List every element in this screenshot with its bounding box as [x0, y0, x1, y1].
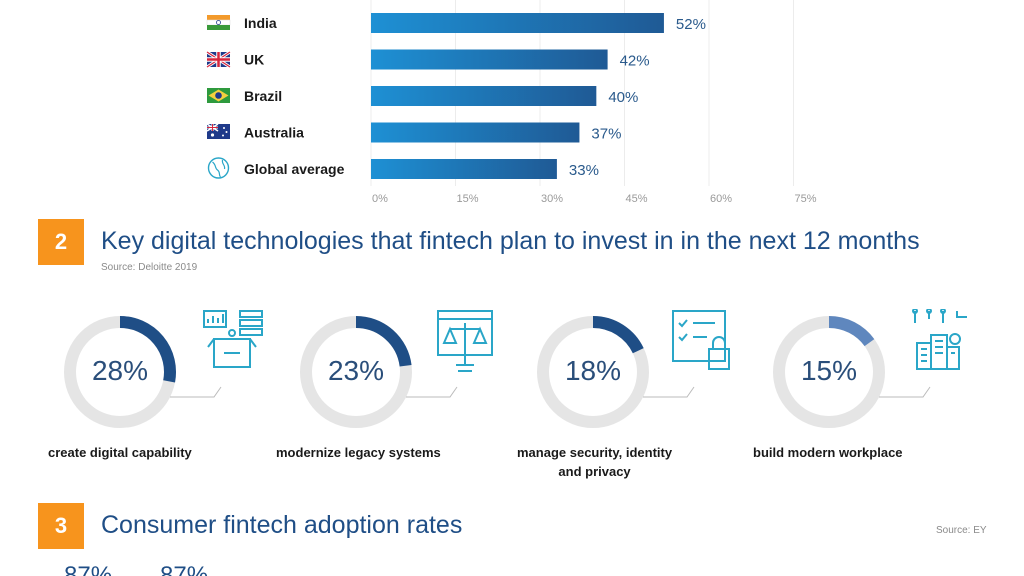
uk-flag-icon [206, 50, 231, 69]
india-flag-icon [206, 15, 231, 30]
bar-value-label: 52% [676, 16, 706, 33]
donut-value: 23% [327, 355, 385, 386]
donut-value: 28% [91, 355, 149, 386]
brazil-flag-icon [207, 88, 230, 103]
globe-icon [207, 157, 230, 179]
donut-chart [773, 316, 931, 428]
donut-caption: modernize legacy systems [276, 445, 441, 460]
connector-line [643, 386, 695, 398]
donut-caption: create digital capability [48, 445, 192, 460]
country-label: Global average [244, 161, 345, 177]
adoption-rate-partial-1: 87% [64, 562, 113, 576]
caption-line-1: manage security, identity [517, 445, 673, 460]
section-3-number-badge: 3 [38, 503, 84, 549]
donut-arc-18 [592, 316, 644, 354]
tech-card-legacy-systems: 23% modernize legacy systems [276, 305, 536, 485]
x-tick-label: 75% [795, 193, 817, 205]
x-tick-label: 15% [457, 193, 479, 205]
bar-india [371, 13, 664, 33]
bar-brazil [371, 86, 597, 106]
donut-arc-23 [355, 316, 412, 367]
bar-australia [371, 122, 580, 143]
donut-chart [537, 316, 695, 428]
donut-caption: build modern workplace [753, 445, 903, 460]
section-2-source: Source: Deloitte 2019 [101, 262, 198, 273]
tech-card-digital-capability: 28% create digital capability [48, 305, 300, 485]
x-tick-label: 30% [541, 193, 563, 205]
donut-value: 15% [800, 355, 858, 386]
bar-value-label: 33% [569, 162, 599, 179]
donut-caption: manage security, identity and privacy [517, 443, 672, 481]
country-bar-chart: India UK Brazil Australia Global average 52%… [206, 0, 817, 205]
x-tick-label: 0% [372, 193, 388, 205]
donut-chart [300, 316, 458, 428]
country-label: India [244, 15, 277, 31]
bar-value-label: 37% [591, 126, 621, 143]
caption-line-2: and privacy [558, 464, 631, 479]
legal-scales-icon [437, 310, 493, 372]
country-label: Australia [244, 125, 304, 141]
section-2-number-badge: 2 [38, 219, 84, 265]
donut-arc-15 [828, 316, 875, 347]
country-label: Brazil [244, 88, 282, 104]
security-lock-icon [672, 310, 730, 370]
tech-card-security: 18% manage security, identity and privac… [517, 305, 773, 485]
modern-workplace-icon [912, 309, 967, 370]
x-tick-label: 45% [626, 193, 648, 205]
donut-chart [64, 316, 222, 428]
adoption-rate-partial-2: 87% [160, 562, 209, 576]
tech-card-modern-workplace: 15% build modern workplace [753, 305, 1009, 485]
connector-line [879, 386, 931, 398]
connector-line [170, 386, 222, 398]
australia-flag-icon [206, 123, 230, 139]
bar-value-label: 42% [620, 53, 650, 70]
bar-global-average [371, 159, 557, 179]
x-tick-label: 60% [710, 193, 732, 205]
connector-line [406, 386, 458, 398]
section-2-title: Key digital technologies that fintech pl… [101, 227, 920, 255]
bar-uk [371, 49, 608, 70]
country-label: UK [244, 52, 264, 68]
section-3-title: Consumer fintech adoption rates [101, 511, 463, 539]
bar-value-label: 40% [608, 89, 638, 106]
digital-capability-icon [203, 310, 263, 368]
section-3-source: Source: EY [936, 525, 987, 536]
donut-value: 18% [564, 355, 622, 386]
donut-arc-28 [119, 316, 176, 383]
